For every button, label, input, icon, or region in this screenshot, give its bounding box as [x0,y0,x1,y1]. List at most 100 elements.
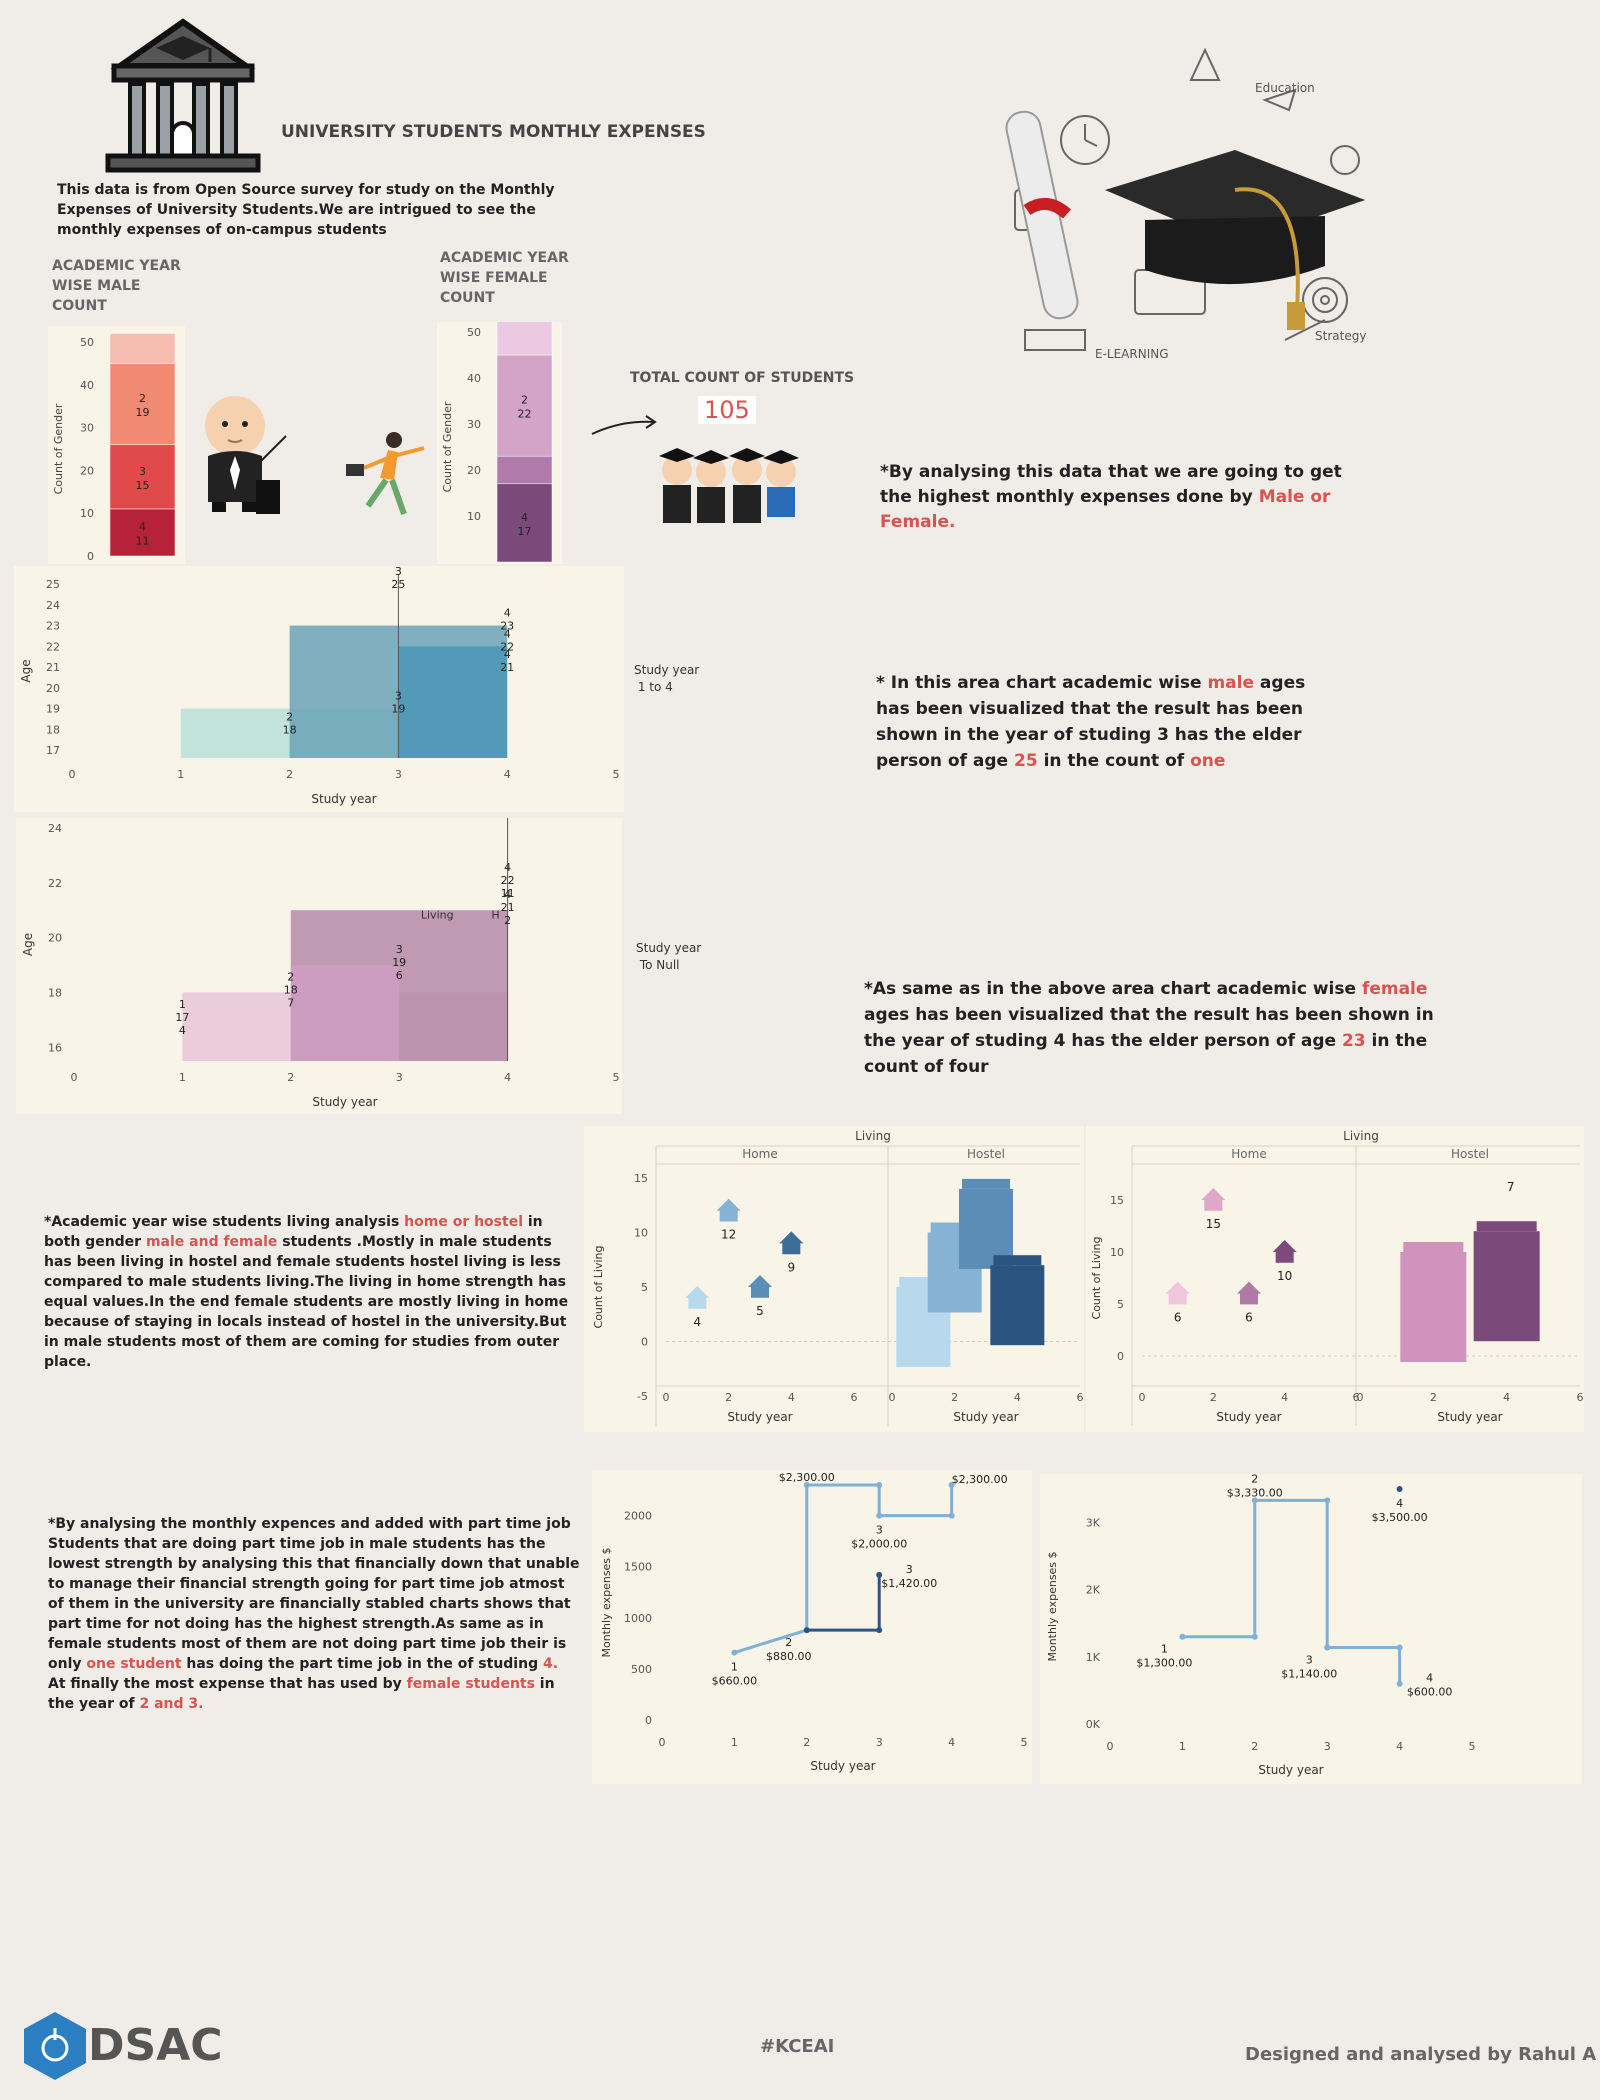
y-tick-label: 17 [46,744,60,757]
y-axis-label: Monthly expenses $ [600,1547,613,1657]
data-label: 19 [391,703,405,716]
data-label: 3 [1306,1653,1313,1666]
x-tick-label: 3 [395,768,402,781]
male-living-panel: Living Home Hostel -5 0 5 10 15 Count of Living 0… [584,1126,1084,1432]
y-tick-label: 0 [641,1336,648,1349]
x-tick-label: 5 [613,768,620,781]
y-tick-label: 2K [1086,1584,1101,1597]
y-tick-label: 24 [48,822,62,835]
note-text: ages has been visualized that the result… [876,673,1306,771]
y-tick-label: 0 [87,550,94,563]
data-label: 11 [501,887,515,900]
home-marker [716,1198,741,1222]
data-label: $2,300.00 [779,1471,835,1484]
y-tick-label: 1500 [624,1561,652,1574]
female-count-chart-panel: 10 20 30 40 50 Count of Gender 4 17 2 22 [437,317,562,564]
data-point [876,1512,883,1519]
data-label: 23 [500,620,514,633]
arrow-icon [590,414,660,442]
data-label: 25 [391,578,405,591]
y-tick-label: 15 [1110,1194,1124,1207]
y-tick-label: 20 [467,464,481,477]
data-label: 2 [287,970,294,983]
data-label: 4 [521,511,528,524]
data-label: $2,300.00 [952,1473,1008,1486]
data-label: $1,420.00 [881,1577,937,1590]
male-count-chart-panel: 0 10 20 30 40 50 Count of Gender 4 11 3 15 2 19 [48,326,185,564]
x-tick-label: 1 [1179,1740,1186,1753]
x-tick-label: 0 [659,1736,666,1749]
y-tick-label: 25 [46,578,60,591]
y-tick-label: 50 [467,326,481,339]
dsac-logo-icon [22,2010,88,2086]
x-tick-label: 3 [1324,1740,1331,1753]
data-point [803,1482,810,1488]
y-tick-label: 5 [641,1281,648,1294]
data-label: 17 [518,525,532,538]
hostel-marker-roof [993,1255,1042,1266]
inline-legend-label: H [491,908,499,921]
data-label: 2 [785,1636,792,1649]
data-label: 4 [504,607,511,620]
data-point [1324,1644,1331,1651]
x-tick-label: 6 [1353,1391,1360,1404]
female-living-panel: Living Home Hostel 0 5 10 15 Count of Living 0 0 2… [1086,1126,1584,1432]
home-marker [748,1275,772,1298]
area-band [398,646,508,758]
hostel-marker [990,1265,1045,1346]
y-axis-label: Age [21,933,35,956]
x-axis-label: Study year [311,792,376,806]
x-axis-label: Study year [1437,1410,1502,1424]
note-highlight: 25 [1013,751,1038,771]
note-text: ages has been visualized that the result… [864,1005,1434,1051]
x-tick-label: 4 [504,1071,511,1084]
data-label: 4 [504,627,511,640]
y-tick-label: 15 [634,1172,648,1185]
note-expenses: *By analysing the monthly expences and a… [48,1514,580,1714]
data-label: 1 [731,1661,738,1674]
area-band [290,965,400,1061]
x-axis-label: Study year [1258,1763,1323,1777]
note-highlight: female students [406,1676,535,1692]
home-marker [1201,1188,1226,1211]
data-point [1179,1633,1186,1640]
home-marker [685,1285,710,1309]
data-label: 3 [906,1563,913,1576]
note-text: *As same as in the above area chart acad… [864,979,1362,999]
data-label: 1 [179,998,186,1011]
y-tick-label: 500 [631,1663,652,1676]
data-label: $2,000.00 [851,1538,907,1551]
x-tick-label: 4 [1014,1391,1021,1404]
data-label: 17 [175,1011,189,1024]
female-area-side-label: Study year To Null [636,941,702,972]
y-axis-label: Count of Living [1090,1237,1103,1320]
boss-baby-illustration [190,390,290,520]
data-label: 4 [504,648,511,661]
data-label: 3 [396,943,403,956]
bar-segment [496,455,553,485]
y-tick-label: 1000 [624,1612,652,1625]
male-count-chart: 0 10 20 30 40 50 Count of Gender 411 315 219 [52,333,176,563]
panel-header-home: Home [742,1147,777,1161]
data-label: 21 [500,661,514,674]
y-tick-label: 0K [1086,1718,1101,1731]
data-label: 4 [694,1315,702,1329]
data-label: 4 [504,888,511,901]
data-label: $880.00 [766,1650,812,1663]
y-axis-label: Age [19,659,33,682]
bar-segment [496,483,553,563]
note-highlight: male and female [145,1234,278,1250]
x-tick-label: 4 [1396,1740,1403,1753]
x-tick-label: 4 [504,768,511,781]
note-highlight: 2 and 3. [139,1696,204,1712]
data-label: $660.00 [712,1675,758,1688]
data-label: 18 [283,723,297,736]
x-tick-label: 4 [1281,1391,1288,1404]
data-label: 3 [395,690,402,703]
y-tick-label: 2000 [624,1510,652,1523]
bar-segment [109,363,176,445]
intro-text: This data is from Open Source survey for… [57,182,555,238]
hostel-marker-roof [899,1277,948,1287]
y-tick-label: 21 [46,661,60,674]
y-tick-label: 20 [46,682,60,695]
